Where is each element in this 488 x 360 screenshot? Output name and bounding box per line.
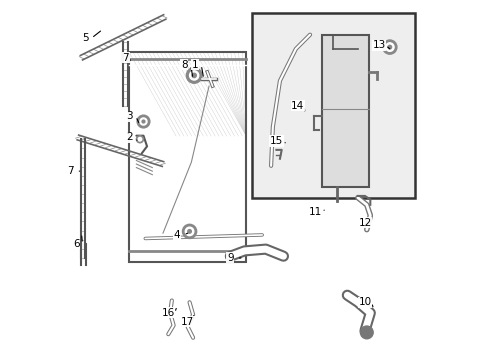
Circle shape	[185, 227, 193, 236]
Text: 5: 5	[81, 33, 88, 43]
Circle shape	[189, 71, 198, 80]
Text: 16: 16	[162, 308, 175, 318]
Circle shape	[187, 230, 191, 233]
Bar	[322, 35, 368, 187]
Circle shape	[382, 40, 396, 54]
Circle shape	[140, 118, 147, 125]
Text: 12: 12	[358, 217, 371, 228]
Text: 2: 2	[126, 132, 132, 143]
Text: 8: 8	[181, 60, 187, 70]
Bar	[251, 13, 414, 198]
Text: 9: 9	[226, 253, 233, 263]
Text: 11: 11	[308, 207, 322, 217]
Circle shape	[186, 68, 202, 83]
Circle shape	[192, 73, 196, 77]
Circle shape	[385, 43, 393, 51]
Text: 15: 15	[269, 136, 283, 146]
Text: 10: 10	[358, 297, 371, 307]
Bar	[129, 53, 246, 261]
Circle shape	[387, 45, 391, 49]
Circle shape	[142, 120, 144, 123]
Circle shape	[137, 115, 149, 128]
Text: 3: 3	[126, 111, 132, 121]
Text: 7: 7	[67, 166, 73, 176]
Circle shape	[136, 136, 143, 143]
Text: 17: 17	[181, 317, 194, 327]
Text: 1: 1	[191, 60, 198, 70]
Text: 7: 7	[122, 53, 129, 63]
Text: 13: 13	[372, 40, 385, 50]
Circle shape	[182, 224, 196, 238]
Text: 4: 4	[174, 230, 180, 240]
Text: 14: 14	[290, 100, 304, 111]
Text: 6: 6	[73, 239, 79, 249]
Circle shape	[360, 326, 372, 339]
Circle shape	[138, 138, 142, 141]
